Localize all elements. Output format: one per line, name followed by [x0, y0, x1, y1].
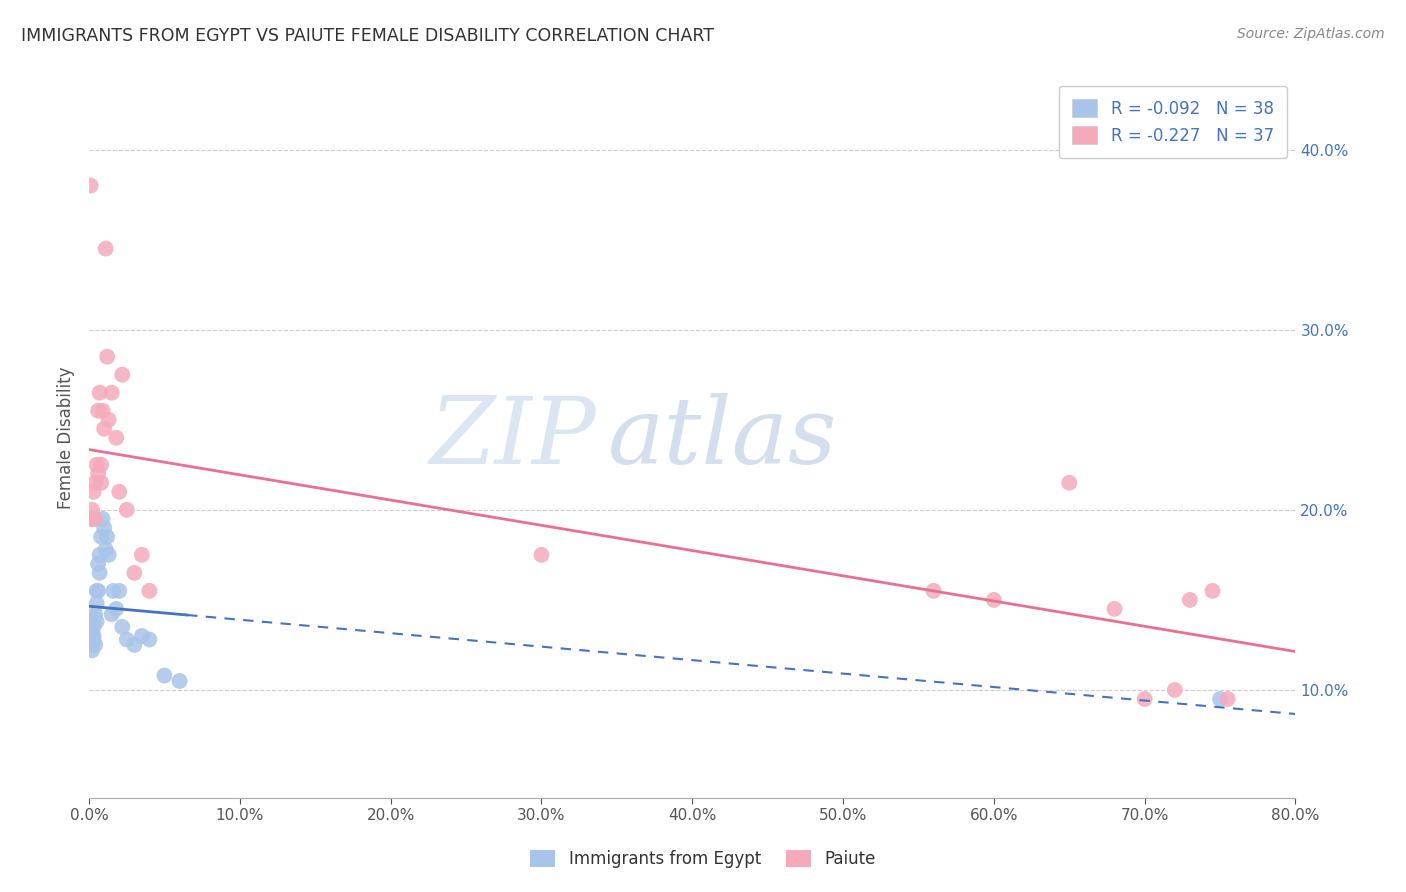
Point — [1209, 692, 1232, 706]
Point — [153, 668, 176, 682]
Point — [89, 548, 111, 562]
Point — [80, 615, 103, 629]
Point — [91, 512, 114, 526]
Point — [111, 368, 134, 382]
Point — [108, 484, 131, 499]
Text: atlas: atlas — [607, 392, 838, 483]
Point — [124, 566, 146, 580]
Point — [80, 638, 103, 652]
Point — [97, 413, 120, 427]
Point — [115, 632, 138, 647]
Point — [86, 615, 108, 629]
Point — [100, 607, 122, 622]
Point — [94, 242, 117, 256]
Point — [87, 557, 110, 571]
Point — [131, 548, 153, 562]
Point — [100, 385, 122, 400]
Point — [80, 503, 103, 517]
Point — [131, 629, 153, 643]
Point — [922, 583, 945, 598]
Text: IMMIGRANTS FROM EGYPT VS PAIUTE FEMALE DISABILITY CORRELATION CHART: IMMIGRANTS FROM EGYPT VS PAIUTE FEMALE D… — [21, 27, 714, 45]
Point — [530, 548, 553, 562]
Point — [105, 602, 128, 616]
Point — [111, 620, 134, 634]
Point — [1057, 475, 1080, 490]
Point — [115, 503, 138, 517]
Point — [90, 475, 112, 490]
Point — [91, 403, 114, 417]
Point — [89, 566, 111, 580]
Point — [83, 632, 105, 647]
Point — [80, 625, 103, 640]
Point — [96, 530, 118, 544]
Y-axis label: Female Disability: Female Disability — [58, 367, 75, 509]
Point — [84, 638, 107, 652]
Point — [93, 422, 115, 436]
Point — [124, 638, 146, 652]
Point — [79, 632, 101, 647]
Point — [90, 530, 112, 544]
Point — [105, 431, 128, 445]
Point — [86, 597, 108, 611]
Point — [1133, 692, 1156, 706]
Text: Source: ZipAtlas.com: Source: ZipAtlas.com — [1237, 27, 1385, 41]
Point — [83, 620, 105, 634]
Point — [94, 542, 117, 557]
Point — [108, 583, 131, 598]
Point — [169, 673, 191, 688]
Point — [79, 512, 101, 526]
Point — [90, 458, 112, 472]
Point — [138, 632, 160, 647]
Point — [1164, 683, 1187, 698]
Point — [80, 512, 103, 526]
Point — [103, 583, 125, 598]
Point — [84, 512, 107, 526]
Legend: R = -0.092   N = 38, R = -0.227   N = 37: R = -0.092 N = 38, R = -0.227 N = 37 — [1059, 86, 1286, 158]
Text: ZIP: ZIP — [429, 392, 596, 483]
Point — [83, 512, 105, 526]
Point — [83, 484, 105, 499]
Point — [79, 629, 101, 643]
Point — [1201, 583, 1223, 598]
Point — [87, 467, 110, 481]
Point — [97, 548, 120, 562]
Point — [87, 583, 110, 598]
Point — [84, 607, 107, 622]
Point — [1216, 692, 1239, 706]
Point — [96, 350, 118, 364]
Point — [79, 178, 101, 193]
Point — [93, 521, 115, 535]
Point — [983, 593, 1005, 607]
Point — [138, 583, 160, 598]
Point — [79, 620, 101, 634]
Point — [87, 403, 110, 417]
Point — [89, 385, 111, 400]
Point — [80, 643, 103, 657]
Point — [1104, 602, 1126, 616]
Point — [83, 611, 105, 625]
Point — [83, 629, 105, 643]
Point — [86, 583, 108, 598]
Point — [86, 458, 108, 472]
Point — [84, 475, 107, 490]
Point — [1178, 593, 1201, 607]
Legend: Immigrants from Egypt, Paiute: Immigrants from Egypt, Paiute — [523, 843, 883, 875]
